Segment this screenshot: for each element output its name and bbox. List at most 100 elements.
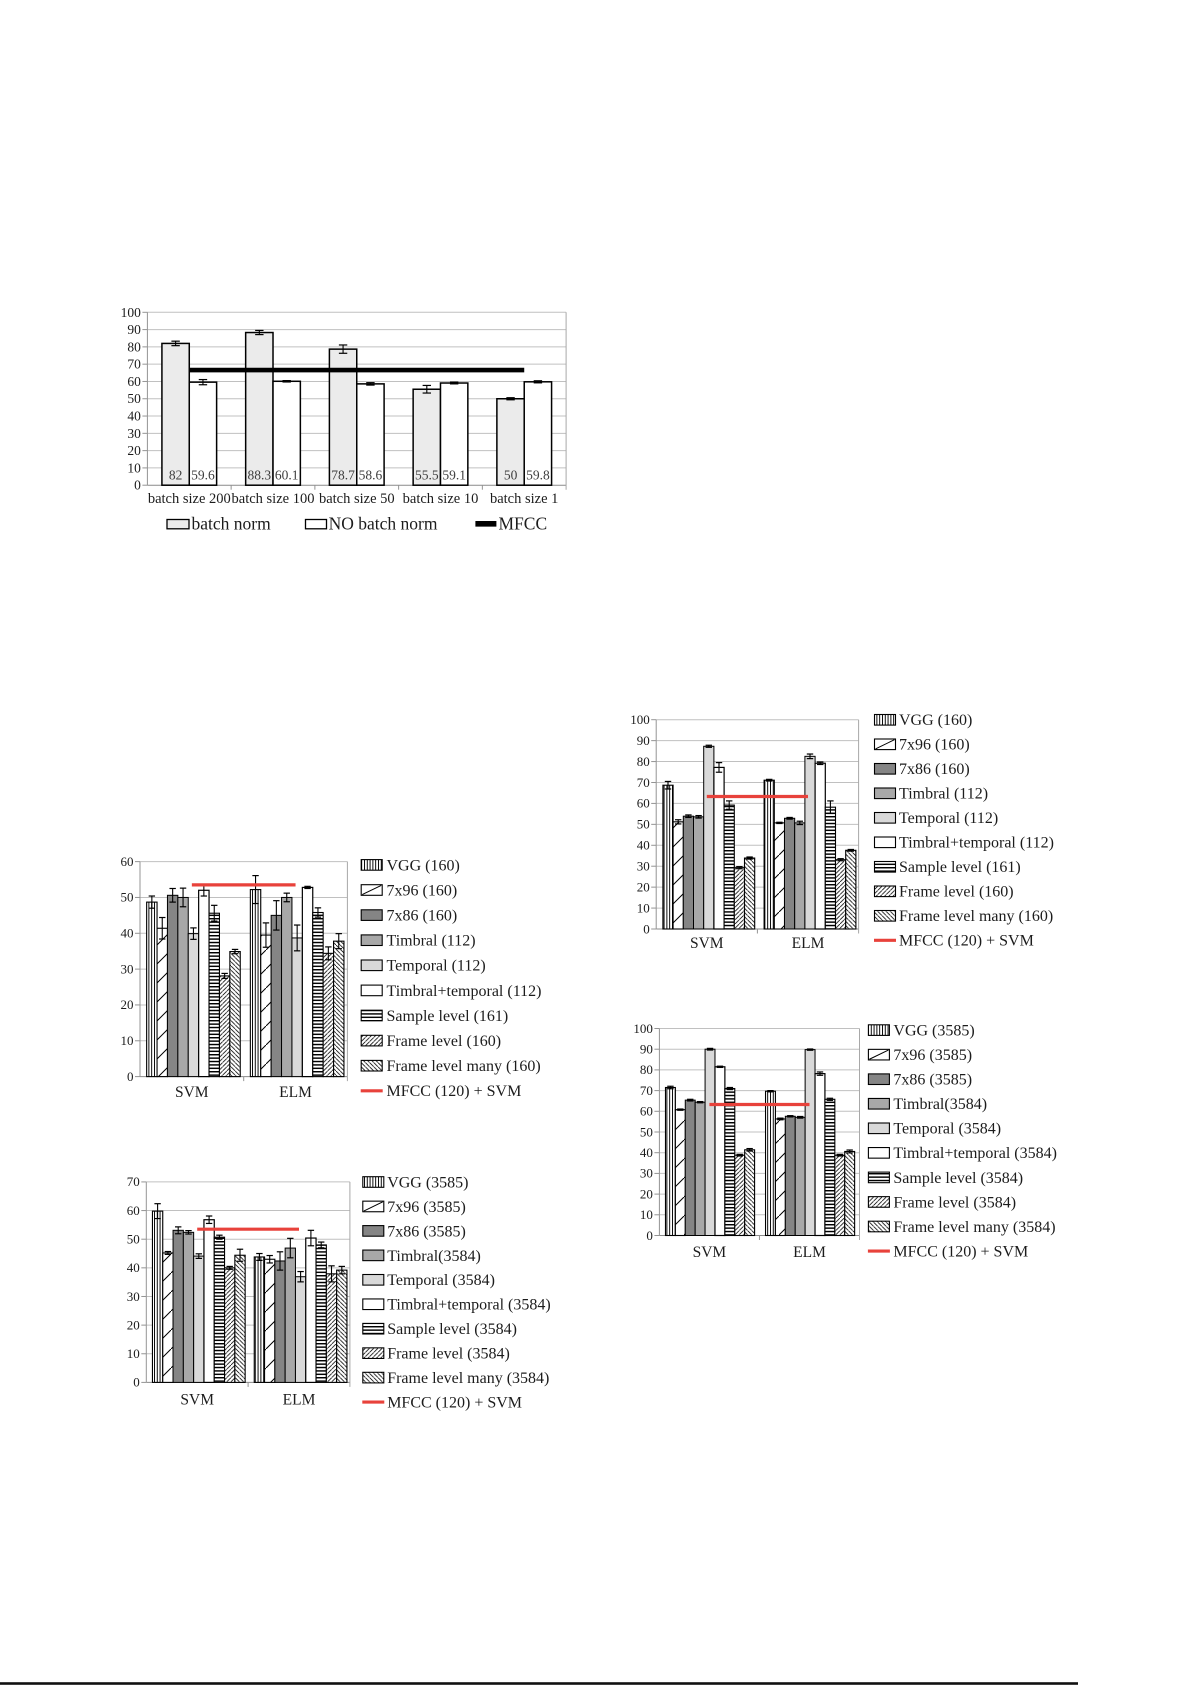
svg-text:30: 30 bbox=[121, 961, 134, 976]
svg-text:70: 70 bbox=[637, 775, 650, 790]
svg-text:Sample level (3584): Sample level (3584) bbox=[893, 1170, 1023, 1187]
svg-text:SVM: SVM bbox=[180, 1392, 214, 1409]
svg-text:59.8: 59.8 bbox=[526, 468, 550, 483]
svg-text:Timbral+temporal (112): Timbral+temporal (112) bbox=[899, 835, 1054, 852]
svg-text:0: 0 bbox=[133, 1375, 140, 1390]
svg-text:70: 70 bbox=[127, 357, 141, 372]
svg-text:Timbral(3584): Timbral(3584) bbox=[893, 1096, 987, 1113]
svg-text:7x86 (160): 7x86 (160) bbox=[899, 761, 970, 778]
svg-text:Sample level (161): Sample level (161) bbox=[387, 1008, 509, 1025]
svg-text:Frame level (3584): Frame level (3584) bbox=[893, 1194, 1016, 1211]
svg-text:10: 10 bbox=[127, 460, 141, 475]
svg-text:60.1: 60.1 bbox=[275, 468, 299, 483]
svg-text:40: 40 bbox=[127, 409, 141, 424]
svg-text:Frame level many (3584): Frame level many (3584) bbox=[387, 1370, 549, 1387]
svg-text:88.3: 88.3 bbox=[247, 468, 271, 483]
svg-text:MFCC (120) + SVM: MFCC (120) + SVM bbox=[893, 1244, 1028, 1261]
svg-text:Temporal (3584): Temporal (3584) bbox=[893, 1121, 1001, 1138]
svg-text:Timbral+temporal (3584): Timbral+temporal (3584) bbox=[893, 1145, 1057, 1162]
svg-text:20: 20 bbox=[121, 997, 134, 1012]
svg-text:VGG (3585): VGG (3585) bbox=[893, 1023, 974, 1040]
svg-text:VGG (160): VGG (160) bbox=[387, 857, 460, 874]
svg-text:Temporal (112): Temporal (112) bbox=[387, 958, 486, 975]
svg-text:30: 30 bbox=[127, 1289, 140, 1304]
svg-text:90: 90 bbox=[637, 733, 650, 748]
svg-text:59.1: 59.1 bbox=[442, 468, 466, 483]
svg-text:Frame level many (160): Frame level many (160) bbox=[387, 1058, 541, 1075]
svg-text:10: 10 bbox=[127, 1346, 140, 1361]
svg-text:20: 20 bbox=[637, 879, 650, 894]
svg-text:60: 60 bbox=[637, 796, 650, 811]
svg-text:batch size 50: batch size 50 bbox=[319, 491, 395, 507]
svg-text:40: 40 bbox=[127, 1260, 140, 1275]
svg-text:90: 90 bbox=[127, 322, 141, 337]
svg-text:Timbral(3584): Timbral(3584) bbox=[387, 1248, 481, 1265]
svg-text:7x96 (160): 7x96 (160) bbox=[899, 737, 970, 754]
svg-text:0: 0 bbox=[134, 478, 141, 493]
svg-text:0: 0 bbox=[646, 1228, 653, 1243]
svg-text:VGG (160): VGG (160) bbox=[899, 712, 972, 729]
svg-text:Sample level (161): Sample level (161) bbox=[899, 859, 1021, 876]
svg-text:50: 50 bbox=[127, 1232, 140, 1247]
svg-text:60: 60 bbox=[127, 1203, 140, 1218]
svg-text:7x96 (3585): 7x96 (3585) bbox=[893, 1047, 972, 1064]
svg-text:NO batch norm: NO batch norm bbox=[329, 514, 438, 534]
svg-text:78.7: 78.7 bbox=[331, 468, 355, 483]
svg-text:50: 50 bbox=[127, 391, 141, 406]
svg-text:7x96 (3585): 7x96 (3585) bbox=[387, 1199, 466, 1216]
svg-text:ELM: ELM bbox=[793, 1244, 826, 1261]
svg-text:58.6: 58.6 bbox=[359, 468, 383, 483]
svg-text:MFCC: MFCC bbox=[499, 514, 548, 534]
svg-text:80: 80 bbox=[637, 754, 650, 769]
svg-text:7x86 (160): 7x86 (160) bbox=[387, 908, 458, 925]
svg-text:batch size 100: batch size 100 bbox=[232, 491, 315, 507]
svg-text:10: 10 bbox=[637, 900, 650, 915]
svg-text:55.5: 55.5 bbox=[415, 468, 439, 483]
svg-text:ELM: ELM bbox=[283, 1392, 316, 1409]
svg-text:60: 60 bbox=[127, 374, 141, 389]
svg-text:SVM: SVM bbox=[693, 1244, 727, 1261]
svg-text:10: 10 bbox=[121, 1033, 134, 1048]
svg-text:Frame level (160): Frame level (160) bbox=[899, 884, 1014, 901]
svg-text:70: 70 bbox=[127, 1174, 140, 1189]
svg-text:82: 82 bbox=[169, 468, 183, 483]
svg-text:ELM: ELM bbox=[792, 935, 825, 952]
svg-text:70: 70 bbox=[640, 1083, 653, 1098]
svg-text:0: 0 bbox=[643, 921, 650, 936]
svg-text:Frame level (3584): Frame level (3584) bbox=[387, 1346, 510, 1363]
svg-text:batch size 10: batch size 10 bbox=[403, 491, 479, 507]
svg-text:batch norm: batch norm bbox=[192, 514, 272, 534]
svg-text:Sample level (3584): Sample level (3584) bbox=[387, 1321, 517, 1338]
svg-text:batch size 200: batch size 200 bbox=[148, 491, 231, 507]
svg-text:SVM: SVM bbox=[175, 1084, 209, 1101]
svg-text:7x86 (3585): 7x86 (3585) bbox=[893, 1072, 972, 1089]
svg-text:MFCC (120) + SVM: MFCC (120) + SVM bbox=[899, 933, 1034, 950]
svg-text:20: 20 bbox=[127, 1317, 140, 1332]
svg-text:7x96 (160): 7x96 (160) bbox=[387, 882, 458, 899]
svg-text:Temporal (112): Temporal (112) bbox=[899, 810, 998, 827]
svg-text:10: 10 bbox=[640, 1207, 653, 1222]
svg-text:MFCC (120) + SVM: MFCC (120) + SVM bbox=[387, 1395, 522, 1412]
svg-text:60: 60 bbox=[640, 1104, 653, 1119]
svg-text:Timbral (112): Timbral (112) bbox=[899, 786, 988, 803]
svg-text:30: 30 bbox=[127, 426, 141, 441]
svg-text:100: 100 bbox=[121, 305, 142, 320]
svg-text:40: 40 bbox=[121, 926, 134, 941]
svg-text:Timbral (112): Timbral (112) bbox=[387, 933, 476, 950]
svg-text:60: 60 bbox=[121, 854, 134, 869]
svg-text:Timbral+temporal (3584): Timbral+temporal (3584) bbox=[387, 1297, 551, 1314]
svg-text:Temporal (3584): Temporal (3584) bbox=[387, 1272, 495, 1289]
svg-text:0: 0 bbox=[127, 1069, 134, 1084]
svg-text:100: 100 bbox=[633, 1021, 653, 1036]
svg-text:VGG (3585): VGG (3585) bbox=[387, 1174, 468, 1191]
svg-text:MFCC (120) + SVM: MFCC (120) + SVM bbox=[387, 1083, 522, 1100]
svg-text:SVM: SVM bbox=[690, 935, 724, 952]
svg-text:90: 90 bbox=[640, 1042, 653, 1057]
svg-text:40: 40 bbox=[640, 1145, 653, 1160]
svg-text:7x86 (3585): 7x86 (3585) bbox=[387, 1223, 466, 1240]
svg-text:50: 50 bbox=[640, 1124, 653, 1139]
svg-text:50: 50 bbox=[637, 817, 650, 832]
svg-text:batch size 1: batch size 1 bbox=[490, 491, 558, 507]
svg-text:Frame level many (3584): Frame level many (3584) bbox=[893, 1219, 1055, 1236]
svg-text:50: 50 bbox=[121, 890, 134, 905]
